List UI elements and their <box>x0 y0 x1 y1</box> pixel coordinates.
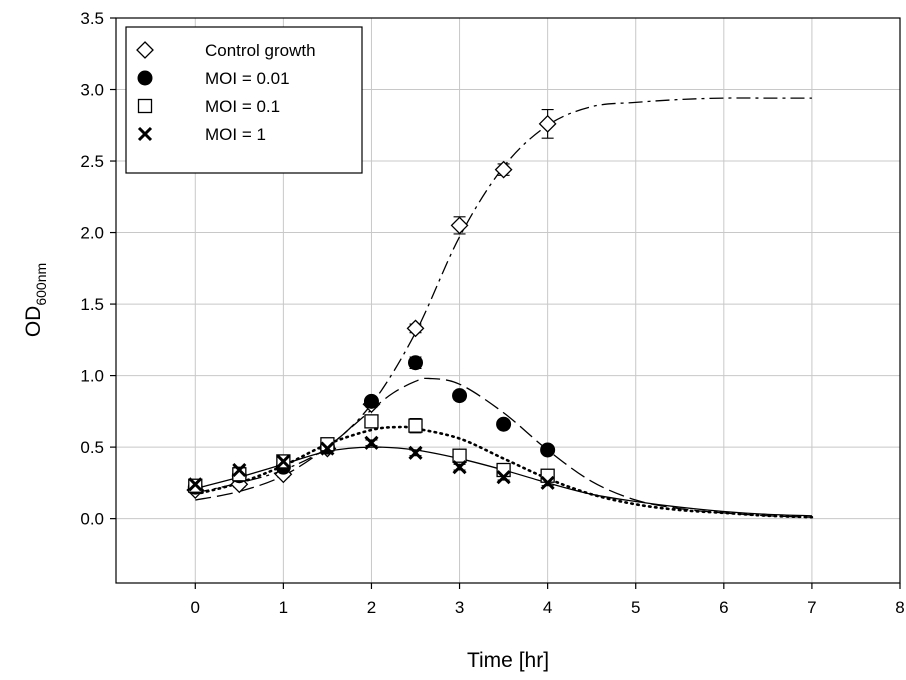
x-tick-label: 1 <box>279 598 288 617</box>
data-markers <box>186 114 557 499</box>
x-tick-label: 5 <box>631 598 640 617</box>
legend-marker-series-3 <box>137 98 153 114</box>
legend-label-series-4: MOI = 1 <box>205 125 266 144</box>
data-point-series-4 <box>408 445 423 460</box>
data-point-series-3 <box>364 414 379 429</box>
data-point-series-3 <box>232 467 247 482</box>
axis-ticks: 0 1 2 3 4 5 6 7 8 0.0 0.5 1.0 1.5 2.0 2.5 3.0 3.5 <box>80 9 904 617</box>
data-point-series-1 <box>494 160 513 179</box>
legend-label-series-2: MOI = 0.01 <box>205 69 290 88</box>
data-point-series-3 <box>408 418 423 433</box>
legend-marker-series-2 <box>137 70 153 86</box>
data-point-series-3 <box>452 448 467 463</box>
y-tick-label: 2.5 <box>80 152 104 171</box>
y-tick-label: 3.5 <box>80 9 104 28</box>
fit-curve-series-2 <box>195 377 812 518</box>
legend-marker-series-4 <box>137 126 153 142</box>
x-tick-label: 4 <box>543 598 552 617</box>
data-point-series-1 <box>450 216 469 235</box>
data-point-series-2 <box>540 442 556 458</box>
data-point-series-1 <box>406 319 425 338</box>
data-point-series-3 <box>320 437 335 452</box>
x-tick-label: 3 <box>455 598 464 617</box>
legend-marker-series-1 <box>136 41 154 59</box>
x-tick-label: 2 <box>367 598 376 617</box>
data-point-series-2 <box>408 355 424 371</box>
data-point-series-4 <box>276 454 291 469</box>
data-point-series-1 <box>538 114 557 133</box>
grid-lines <box>116 18 900 583</box>
data-point-series-2 <box>452 388 468 404</box>
data-point-series-2 <box>496 416 512 432</box>
y-axis-title-main: OD <box>22 306 45 338</box>
legend-label-series-3: MOI = 0.1 <box>205 97 280 116</box>
x-axis-title: Time [hr] <box>467 649 549 672</box>
data-point-series-4 <box>540 475 555 490</box>
legend-box <box>125 26 363 174</box>
y-tick-label: 3.0 <box>80 81 104 100</box>
x-tick-label: 6 <box>719 598 728 617</box>
fit-curve-series-3 <box>193 425 814 519</box>
data-point-series-4 <box>496 470 511 485</box>
data-point-series-2 <box>363 393 379 409</box>
data-point-series-4 <box>232 462 247 478</box>
legend: Control growth MOI = 0.01 MOI = 0.1 MOI = 1 <box>125 26 363 174</box>
data-point-series-4 <box>188 477 203 492</box>
data-point-series-4 <box>364 435 379 450</box>
y-tick-label: 1.5 <box>80 295 104 314</box>
y-tick-label: 2.0 <box>80 224 104 243</box>
y-tick-label: 0.5 <box>80 438 104 457</box>
data-point-series-4 <box>320 441 335 456</box>
data-point-series-4 <box>452 460 467 475</box>
y-tick-label: 1.0 <box>80 367 104 386</box>
x-tick-label: 8 <box>895 598 904 617</box>
fit-curve-series-1 <box>195 97 812 494</box>
y-axis-title-subscript: 600nm <box>33 263 49 306</box>
legend-label-series-1: Control growth <box>205 41 316 60</box>
y-axis-title: OD600nm <box>22 263 49 337</box>
x-tick-label: 0 <box>191 598 200 617</box>
x-tick-label: 7 <box>807 598 816 617</box>
plot-area-frame <box>115 17 901 584</box>
y-tick-label: 0.0 <box>80 510 104 529</box>
